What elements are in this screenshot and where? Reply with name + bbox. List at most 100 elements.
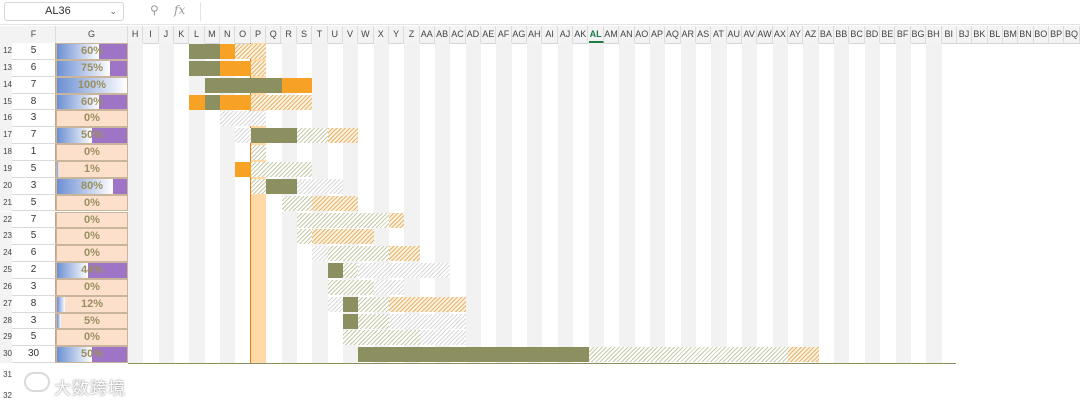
column-header-j[interactable]: J: [159, 26, 175, 43]
duration-cell[interactable]: 3: [12, 278, 56, 296]
duration-cell[interactable]: 8: [12, 295, 56, 313]
row-header[interactable]: 16: [0, 110, 12, 128]
progress-cell[interactable]: 60%: [56, 93, 128, 111]
column-header-q[interactable]: Q: [266, 26, 282, 43]
duration-cell[interactable]: 6: [12, 59, 56, 77]
column-header-k[interactable]: K: [174, 26, 190, 43]
column-header-s[interactable]: S: [297, 26, 313, 43]
duration-cell[interactable]: 30: [12, 346, 56, 364]
column-header-bf[interactable]: BF: [896, 26, 911, 43]
progress-cell[interactable]: 0%: [56, 228, 128, 246]
column-header-u[interactable]: U: [328, 26, 343, 43]
column-header-bb[interactable]: BB: [834, 26, 850, 43]
column-header-aw[interactable]: AW: [757, 26, 773, 43]
duration-cell[interactable]: 3: [12, 110, 56, 128]
progress-cell[interactable]: 80%: [56, 177, 128, 195]
column-header-ay[interactable]: AY: [788, 26, 804, 43]
column-header-be[interactable]: BE: [880, 26, 896, 43]
column-header-v[interactable]: V: [343, 26, 359, 43]
column-header-as[interactable]: AS: [696, 26, 712, 43]
row-header[interactable]: 13: [0, 59, 12, 77]
column-header-ar[interactable]: AR: [681, 26, 696, 43]
column-header-w[interactable]: W: [358, 26, 374, 43]
column-header-ao[interactable]: AO: [635, 26, 650, 43]
row-header[interactable]: 32: [3, 391, 12, 400]
column-header-bj[interactable]: BJ: [957, 26, 973, 43]
row-header[interactable]: 23: [0, 228, 12, 246]
column-header-at[interactable]: AT: [711, 26, 727, 43]
row-header[interactable]: 17: [0, 127, 12, 145]
column-header-al[interactable]: AL: [588, 26, 604, 43]
column-header-ag[interactable]: AG: [512, 26, 528, 43]
column-header-g[interactable]: G: [56, 26, 128, 43]
column-header-bk[interactable]: BK: [972, 26, 988, 43]
column-header-aq[interactable]: AQ: [665, 26, 681, 43]
row-header[interactable]: 30: [0, 346, 12, 364]
row-header[interactable]: 20: [0, 177, 12, 195]
duration-cell[interactable]: 5: [12, 43, 56, 60]
progress-cell[interactable]: 12%: [56, 295, 128, 313]
duration-cell[interactable]: 7: [12, 76, 56, 94]
column-header-aj[interactable]: AJ: [558, 26, 574, 43]
column-header-bi[interactable]: BI: [942, 26, 957, 43]
progress-cell[interactable]: 0%: [56, 110, 128, 128]
row-header[interactable]: 29: [0, 329, 12, 347]
row-header[interactable]: 15: [0, 93, 12, 111]
formula-input[interactable]: [200, 2, 1077, 21]
column-header-m[interactable]: M: [205, 26, 221, 43]
row-header[interactable]: 14: [0, 76, 12, 94]
column-header-ae[interactable]: AE: [481, 26, 497, 43]
column-header-t[interactable]: T: [312, 26, 328, 43]
column-header-bn[interactable]: BN: [1018, 26, 1034, 43]
duration-cell[interactable]: 3: [12, 177, 56, 195]
column-header-x[interactable]: X: [374, 26, 389, 43]
column-header-ab[interactable]: AB: [435, 26, 451, 43]
row-header[interactable]: 12: [0, 43, 12, 60]
column-header-y[interactable]: Y: [389, 26, 405, 43]
column-header-bg[interactable]: BG: [911, 26, 927, 43]
column-header-ap[interactable]: AP: [650, 26, 666, 43]
progress-cell[interactable]: 100%: [56, 76, 128, 94]
duration-cell[interactable]: 8: [12, 93, 56, 111]
column-header-bh[interactable]: BH: [926, 26, 942, 43]
progress-cell[interactable]: 50%: [56, 127, 128, 145]
progress-cell[interactable]: 75%: [56, 59, 128, 77]
column-header-bc[interactable]: BC: [849, 26, 865, 43]
column-header-ah[interactable]: AH: [527, 26, 543, 43]
duration-cell[interactable]: 7: [12, 211, 56, 229]
column-header-i[interactable]: I: [143, 26, 159, 43]
progress-cell[interactable]: 50%: [56, 346, 128, 364]
row-header[interactable]: 25: [0, 262, 12, 279]
column-header-r[interactable]: R: [282, 26, 297, 43]
progress-cell[interactable]: 0%: [56, 211, 128, 229]
row-header[interactable]: 22: [0, 211, 12, 229]
column-header-n[interactable]: N: [220, 26, 236, 43]
column-header-h[interactable]: H: [128, 26, 144, 43]
column-header-z[interactable]: Z: [404, 26, 420, 43]
column-header-az[interactable]: AZ: [803, 26, 819, 43]
duration-cell[interactable]: 5: [12, 160, 56, 178]
column-header-aa[interactable]: AA: [420, 26, 435, 43]
duration-cell[interactable]: 2: [12, 262, 56, 279]
progress-cell[interactable]: 0%: [56, 144, 128, 161]
duration-cell[interactable]: 7: [12, 127, 56, 145]
row-header[interactable]: 31: [3, 370, 12, 379]
fx-icon[interactable]: fx: [174, 3, 186, 17]
column-header-au[interactable]: AU: [727, 26, 742, 43]
row-header[interactable]: 26: [0, 278, 12, 296]
column-header-ad[interactable]: AD: [466, 26, 482, 43]
row-header[interactable]: 28: [0, 312, 12, 330]
column-header-bm[interactable]: BM: [1003, 26, 1019, 43]
duration-cell[interactable]: 5: [12, 194, 56, 212]
progress-cell[interactable]: 0%: [56, 329, 128, 347]
progress-cell[interactable]: 0%: [56, 278, 128, 296]
progress-cell[interactable]: 44%: [56, 262, 128, 279]
zoom-icon[interactable]: ⚲: [150, 3, 159, 17]
column-header-ak[interactable]: AK: [573, 26, 589, 43]
column-header-bd[interactable]: BD: [865, 26, 881, 43]
progress-cell[interactable]: 0%: [56, 245, 128, 263]
column-header-av[interactable]: AV: [742, 26, 758, 43]
row-header[interactable]: 27: [0, 295, 12, 313]
duration-cell[interactable]: 5: [12, 329, 56, 347]
duration-cell[interactable]: 5: [12, 228, 56, 246]
